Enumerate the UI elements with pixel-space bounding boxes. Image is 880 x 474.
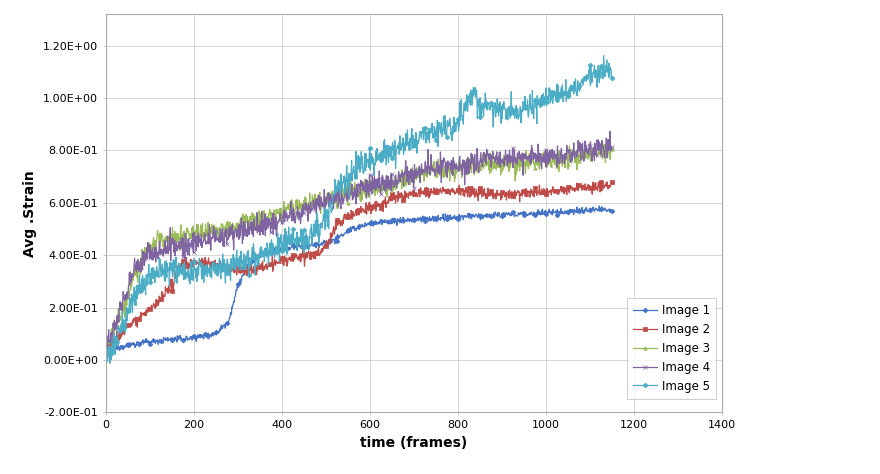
- Image 5: [606, 75, 617, 81]
- Image 4: [606, 145, 617, 150]
- Image 5: [562, 93, 573, 99]
- Line: Image 1: Image 1: [104, 204, 613, 357]
- Image 4: [491, 154, 502, 160]
- Line: Image 4: Image 4: [104, 129, 613, 350]
- Line: Image 2: Image 2: [104, 180, 613, 354]
- Image 1: [561, 208, 572, 214]
- Image 4: [605, 128, 615, 134]
- Image 3: [260, 221, 271, 227]
- Image 2: [562, 184, 573, 190]
- Image 5: [104, 360, 114, 366]
- Legend: Image 1, Image 2, Image 3, Image 4, Image 5: Image 1, Image 2, Image 3, Image 4, Imag…: [627, 298, 715, 399]
- Image 2: [491, 196, 502, 202]
- Image 1: [490, 209, 501, 215]
- Image 2: [101, 349, 112, 355]
- Line: Image 5: Image 5: [104, 54, 613, 365]
- Image 4: [101, 346, 113, 351]
- Image 1: [341, 229, 352, 235]
- Image 5: [226, 265, 237, 271]
- Image 1: [594, 203, 605, 209]
- Image 2: [341, 217, 352, 222]
- Image 2: [226, 268, 237, 273]
- Y-axis label: Avg .Strain: Avg .Strain: [23, 170, 37, 257]
- Image 2: [606, 179, 617, 184]
- Image 5: [282, 246, 292, 252]
- Image 5: [598, 53, 609, 58]
- Image 2: [260, 261, 271, 267]
- Image 1: [260, 251, 271, 256]
- Image 2: [282, 262, 292, 267]
- Image 1: [100, 352, 111, 358]
- Image 2: [596, 178, 606, 184]
- Image 4: [562, 149, 573, 155]
- X-axis label: time (frames): time (frames): [360, 436, 467, 449]
- Image 5: [100, 346, 111, 351]
- Image 3: [600, 141, 611, 147]
- Image 3: [282, 205, 292, 210]
- Image 3: [101, 344, 112, 350]
- Line: Image 3: Image 3: [104, 143, 613, 349]
- Image 5: [341, 174, 352, 180]
- Image 3: [226, 222, 237, 228]
- Image 3: [491, 161, 502, 166]
- Image 5: [491, 113, 502, 118]
- Image 1: [225, 311, 236, 317]
- Image 4: [100, 335, 111, 340]
- Image 2: [100, 345, 111, 351]
- Image 3: [606, 146, 617, 152]
- Image 3: [562, 161, 573, 167]
- Image 3: [341, 185, 352, 191]
- Image 3: [100, 342, 111, 347]
- Image 4: [282, 218, 292, 224]
- Image 4: [226, 224, 237, 229]
- Image 4: [341, 192, 352, 198]
- Image 1: [606, 208, 617, 214]
- Image 1: [282, 247, 292, 253]
- Image 4: [260, 214, 271, 220]
- Image 5: [260, 252, 271, 258]
